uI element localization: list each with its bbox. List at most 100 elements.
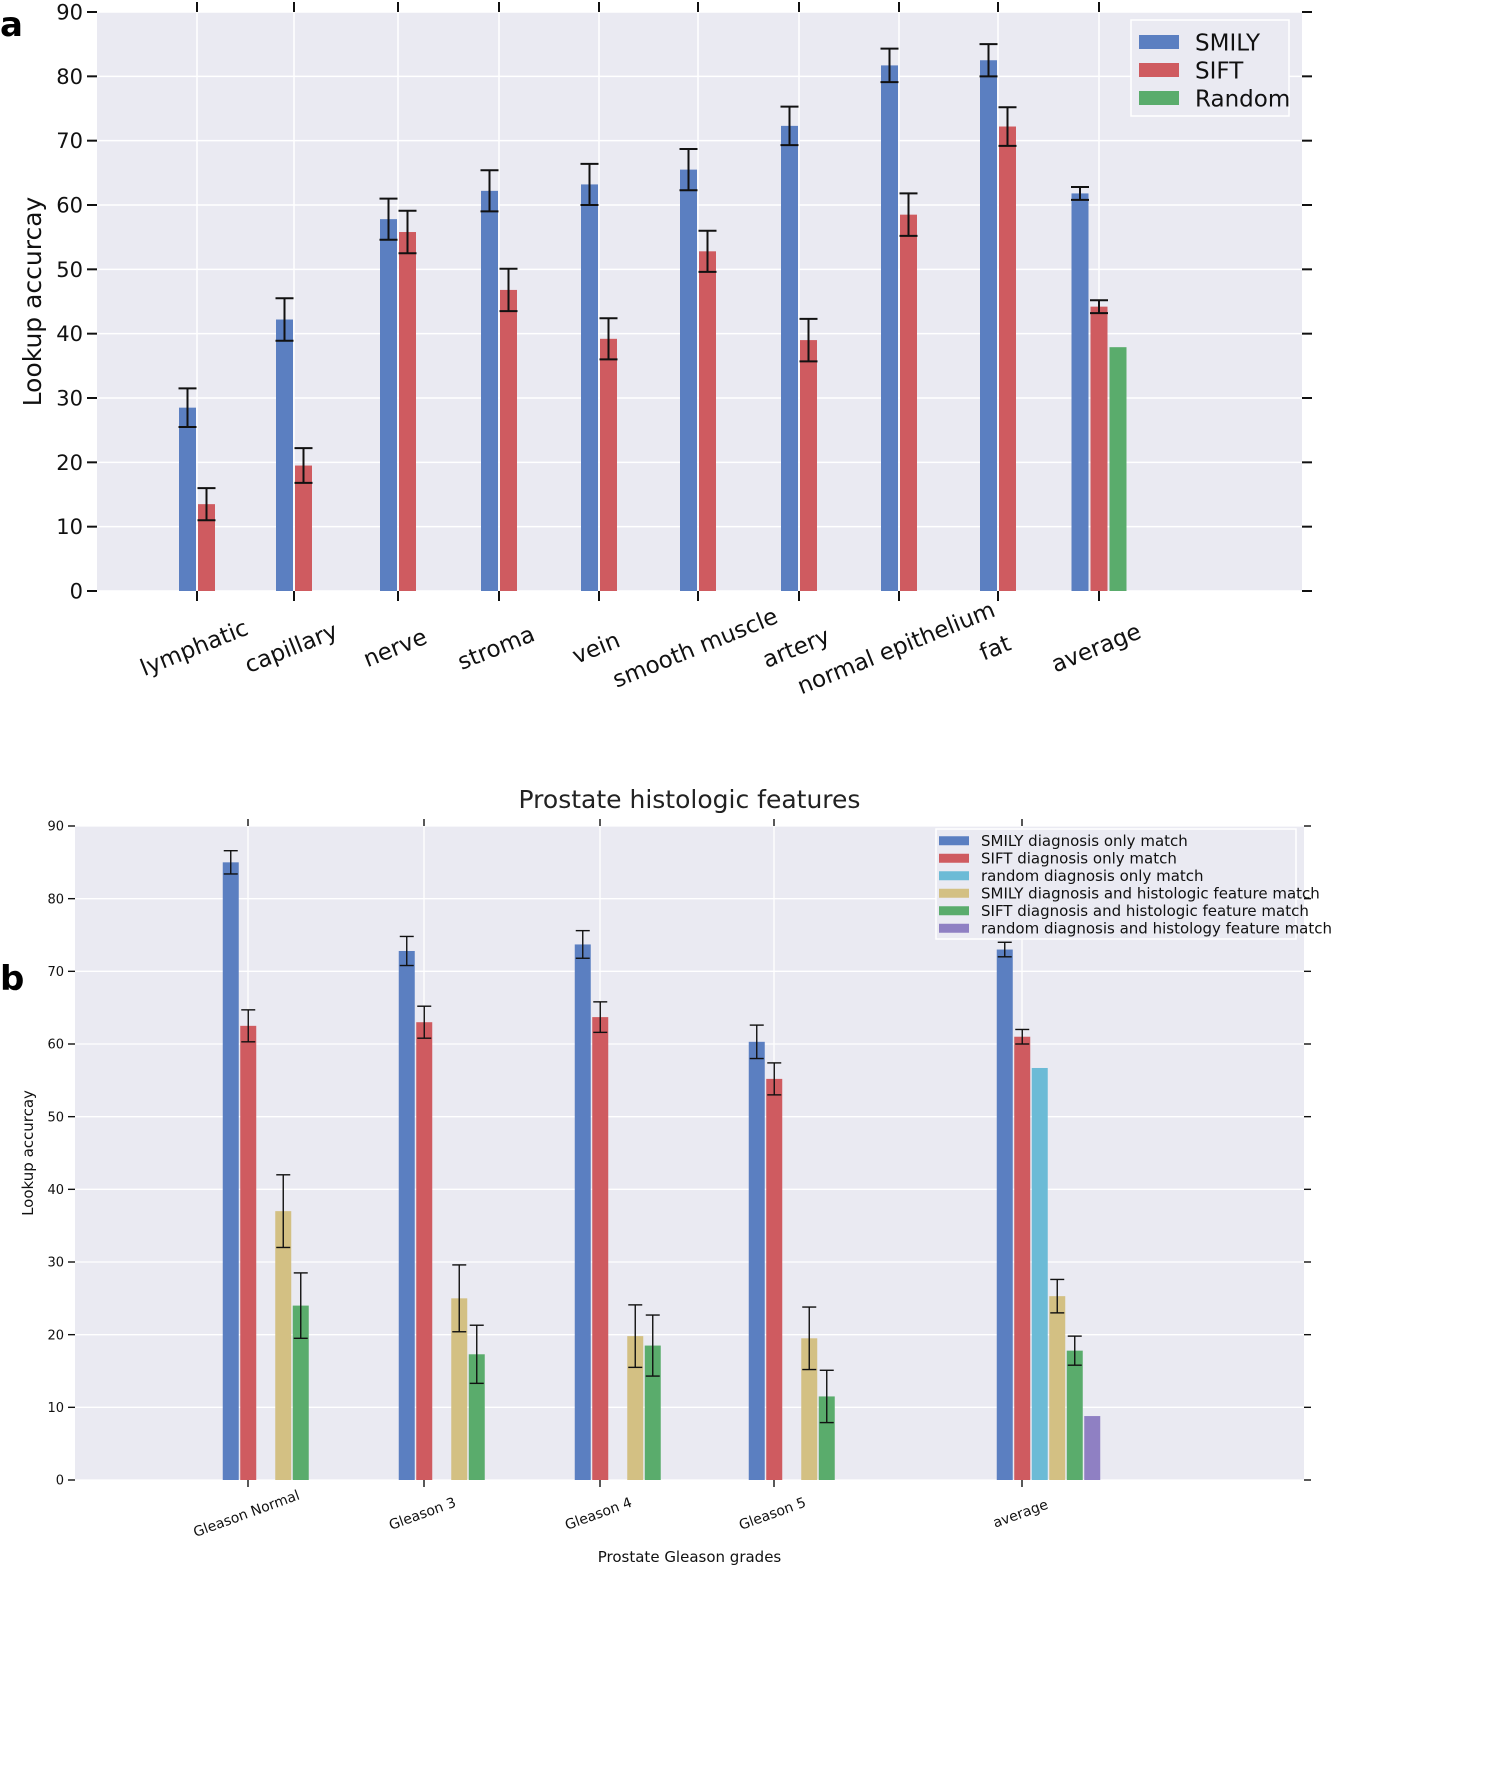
y-tick-label: 50 (47, 1110, 64, 1125)
bar (680, 169, 697, 591)
y-tick-label: 90 (47, 820, 64, 835)
x-tick-label: capillary (241, 618, 341, 679)
bar (1071, 193, 1089, 592)
y-tick-label: 0 (70, 580, 83, 604)
bar (276, 319, 293, 591)
bar (500, 289, 517, 591)
legend-swatch (939, 906, 969, 916)
legend-swatch (1139, 91, 1179, 105)
bar (781, 125, 798, 592)
bar (1090, 306, 1108, 591)
bar (240, 1025, 257, 1480)
legend-swatch (939, 871, 969, 881)
x-tick-label: average (1048, 619, 1145, 678)
panel-a-letter: a (0, 5, 23, 45)
y-tick-label: 10 (56, 515, 83, 539)
y-axis-label: Lookup accurcay (19, 1090, 37, 1216)
bar (980, 60, 997, 591)
y-tick-label: 50 (56, 258, 83, 282)
bar (900, 214, 917, 591)
bar (222, 862, 239, 1480)
y-tick-label: 20 (56, 451, 83, 475)
bar (198, 504, 215, 591)
bar (627, 1336, 644, 1480)
bar (1031, 1067, 1048, 1480)
bar (600, 338, 617, 591)
bar (399, 232, 416, 591)
bar (574, 944, 591, 1480)
legend-label: SMILY diagnosis only match (981, 832, 1188, 850)
y-tick-label: 30 (56, 387, 83, 411)
legend-box (935, 828, 1297, 940)
x-tick-label: smooth muscle (609, 604, 782, 694)
bar (748, 1041, 765, 1480)
y-axis-label: Lookup accurcay (18, 196, 47, 406)
legend-label: SIFT diagnosis only match (981, 850, 1177, 868)
legend-label: Random (1195, 86, 1290, 112)
legend-swatch (939, 888, 969, 898)
bar (295, 465, 312, 591)
legend-label: SIFT diagnosis and histologic feature ma… (981, 902, 1309, 920)
bar (699, 251, 716, 591)
legend-label: SIFT (1195, 58, 1244, 84)
y-tick-label: 90 (56, 1, 83, 25)
x-tick-label: Gleason 5 (737, 1495, 808, 1534)
bar (818, 1396, 835, 1480)
bar (1049, 1296, 1066, 1480)
y-tick-label: 60 (56, 194, 83, 218)
x-axis-label: Prostate Gleason grades (598, 1548, 782, 1566)
bar (766, 1078, 783, 1480)
bar (275, 1211, 292, 1480)
bar (380, 219, 397, 592)
bar (999, 126, 1016, 591)
y-tick-label: 70 (47, 965, 64, 980)
bar (644, 1345, 661, 1480)
bar (1084, 1416, 1101, 1480)
bar (416, 1022, 433, 1480)
legend-label: SMILY (1195, 30, 1261, 56)
bar (592, 1017, 609, 1480)
legend-swatch (939, 923, 969, 933)
x-tick-label: lymphatic (137, 615, 252, 682)
y-tick-label: 40 (47, 1183, 64, 1198)
bar (481, 190, 498, 591)
x-tick-label: Gleason 3 (387, 1495, 458, 1534)
legend-swatch (939, 853, 969, 863)
y-tick-label: 80 (47, 892, 64, 907)
y-tick-label: 20 (47, 1328, 64, 1343)
x-tick-label: nerve (360, 624, 431, 673)
y-tick-label: 70 (56, 129, 83, 153)
y-tick-label: 60 (47, 1038, 64, 1053)
bar (179, 407, 196, 591)
bar (398, 950, 415, 1480)
bar (800, 340, 817, 591)
legend-label: SMILY diagnosis and histologic feature m… (981, 885, 1320, 903)
legend-swatch (1139, 35, 1179, 49)
bar (468, 1354, 485, 1480)
chart-b: 0 10 20 30 40 50 60 70 80 90 Gleason Normal Gleason… (19, 785, 1332, 1566)
bar (451, 1298, 468, 1480)
chart-title: Prostate histologic features (519, 785, 861, 814)
y-tick-label: 10 (47, 1401, 64, 1416)
legend-label: random diagnosis and histology feature m… (981, 920, 1332, 938)
y-tick-label: 40 (56, 322, 83, 346)
y-tick-label: 30 (47, 1256, 64, 1271)
bar (1109, 347, 1127, 591)
bar (881, 65, 898, 591)
x-tick-label: stroma (454, 621, 538, 675)
legend-swatch (939, 836, 969, 846)
bar (292, 1305, 309, 1480)
y-tick-label: 0 (56, 1474, 64, 1489)
x-tick-label: average (991, 1497, 1050, 1532)
bar (996, 949, 1013, 1480)
bar (1014, 1036, 1031, 1480)
x-tick-label: fat (976, 631, 1015, 667)
legend-label: random diagnosis only match (981, 867, 1204, 885)
panel-b-letter: b (0, 959, 24, 999)
bar (581, 184, 598, 591)
bar (801, 1338, 818, 1480)
legend-swatch (1139, 63, 1179, 77)
bar (1066, 1350, 1083, 1480)
